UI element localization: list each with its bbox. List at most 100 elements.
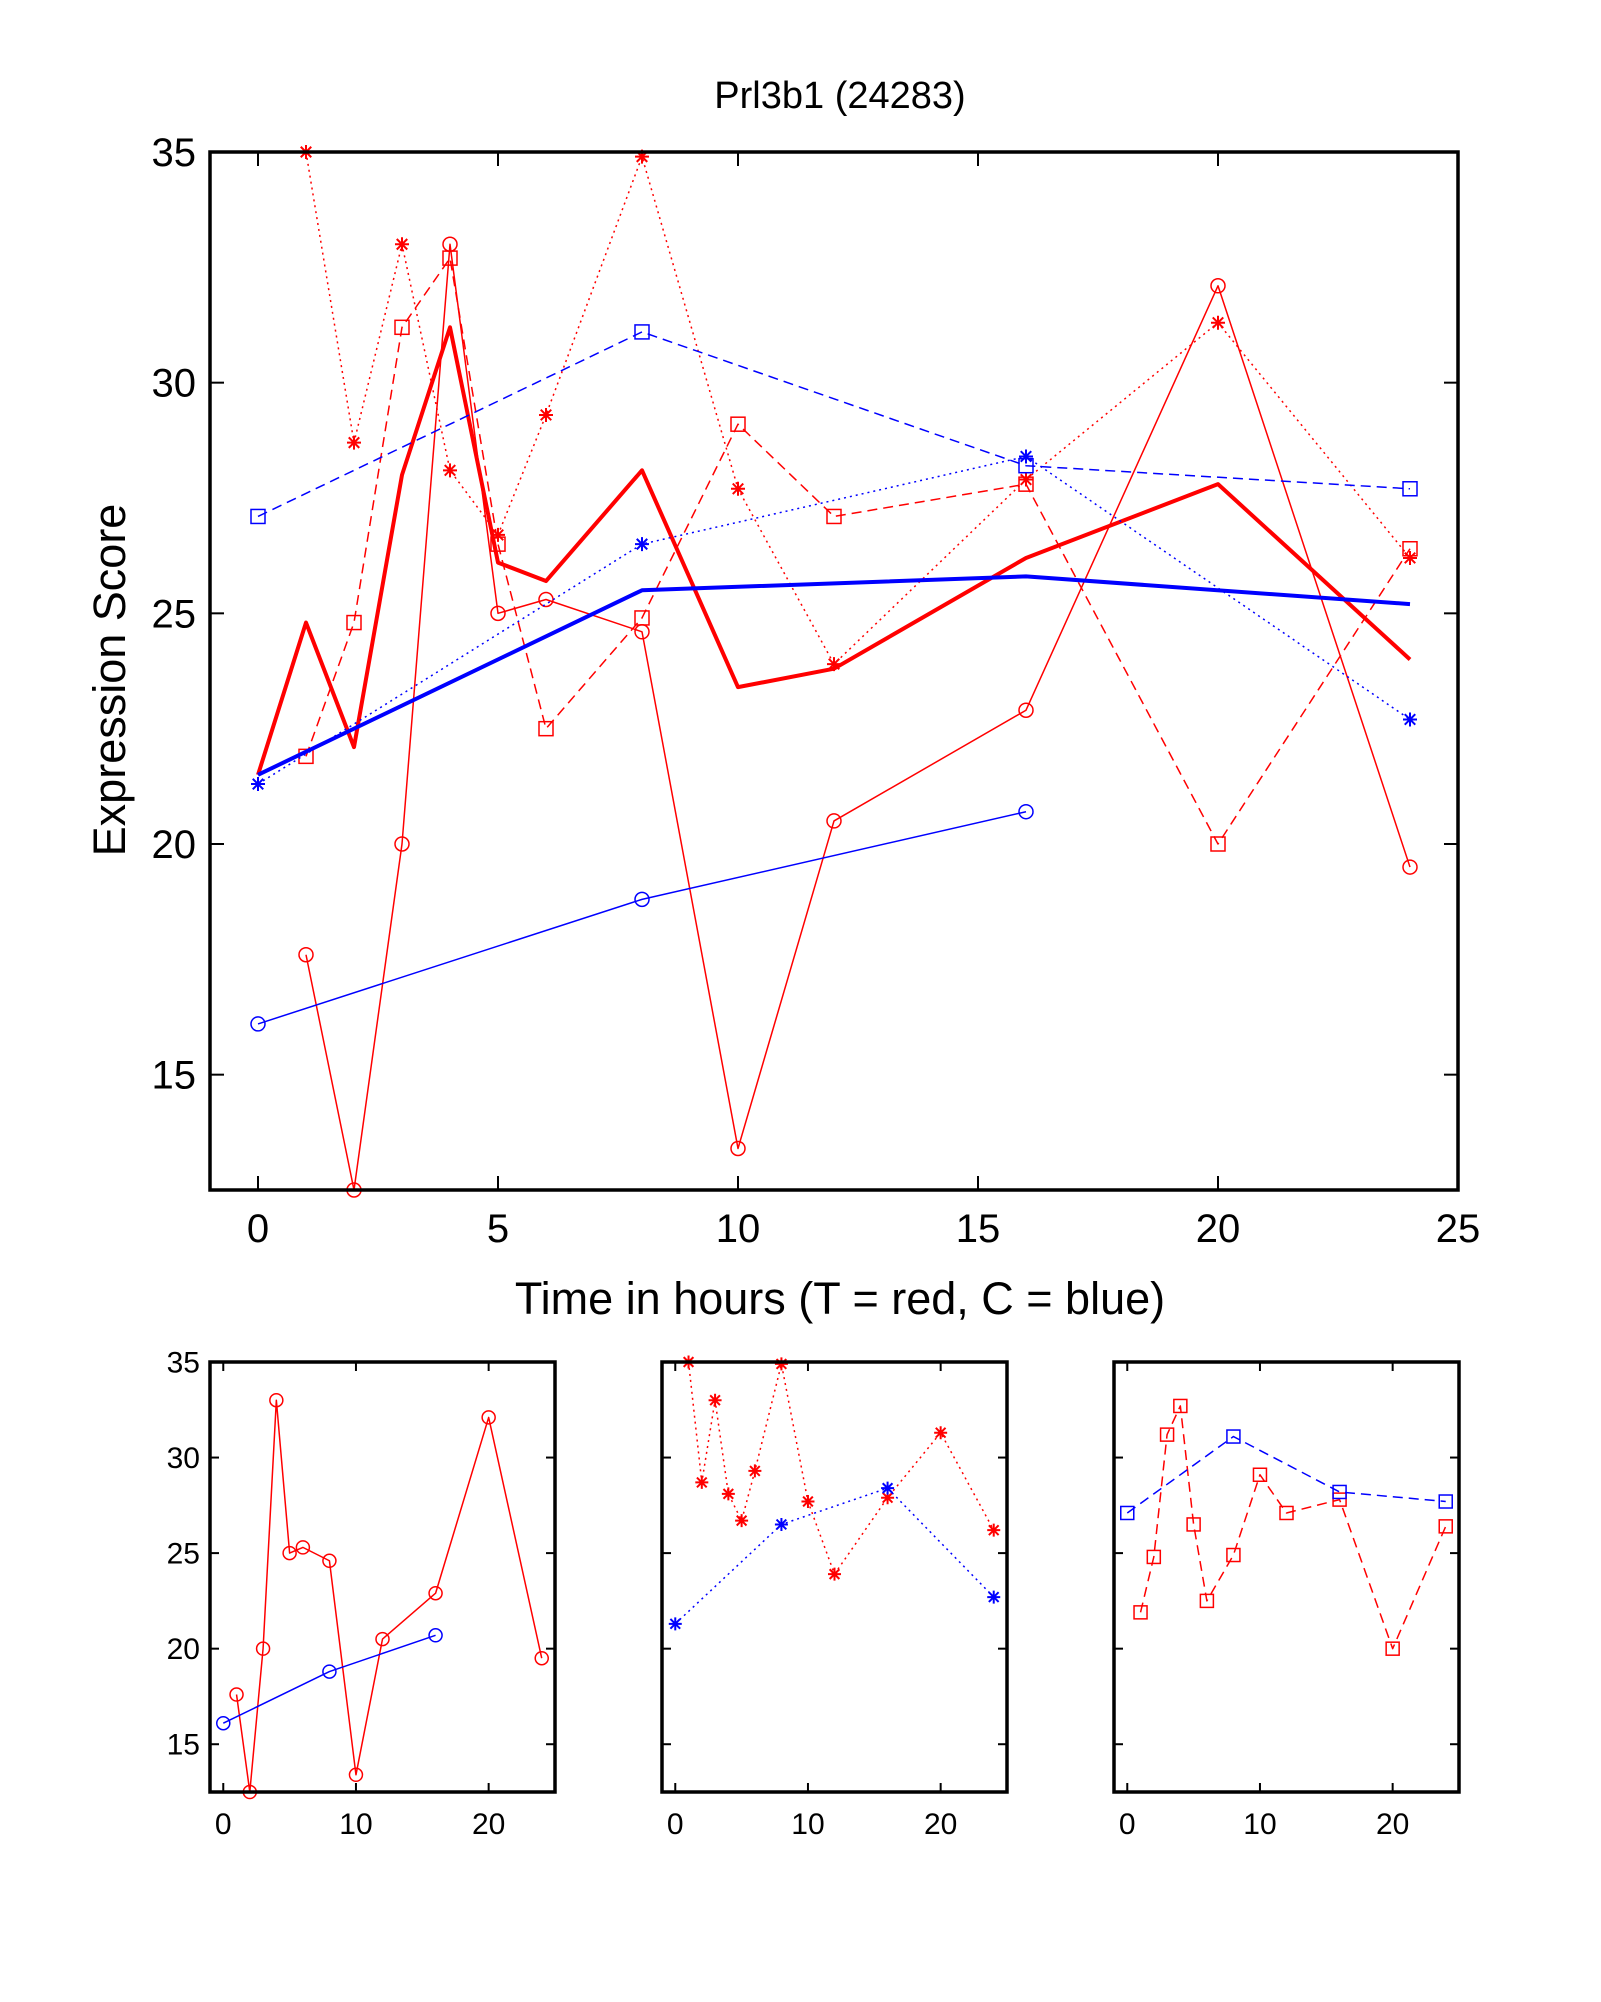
- y-tick-label: 35: [152, 131, 197, 175]
- data-point: [730, 416, 746, 432]
- data-point: [1332, 1492, 1347, 1507]
- data-point: [828, 1567, 841, 1581]
- data-point: [668, 1617, 682, 1631]
- data-point: [255, 1641, 271, 1656]
- x-tick-label: 20: [1196, 1207, 1241, 1251]
- data-point: [881, 1481, 895, 1495]
- data-point: [1402, 859, 1418, 875]
- data-point: [1438, 1494, 1453, 1509]
- data-point: [216, 1715, 231, 1731]
- data-point: [934, 1426, 948, 1440]
- axes-frame: [1112, 1360, 1461, 1794]
- data-point: [348, 1767, 364, 1783]
- x-tick-label: 0: [1119, 1808, 1136, 1841]
- data-point: [428, 1628, 443, 1643]
- data-point: [322, 1664, 337, 1679]
- data-point: [1186, 1517, 1201, 1532]
- x-tick-label: 20: [472, 1808, 505, 1841]
- series-line-T-solid-none: [256, 325, 1412, 776]
- data-point: [708, 1393, 722, 1407]
- data-point: [748, 1464, 762, 1478]
- data-point: [490, 605, 506, 622]
- data-point: [251, 777, 265, 792]
- series-line-C-dotted-asterisk: [674, 1487, 995, 1625]
- series-line-T-dotted-asterisk: [687, 1361, 995, 1575]
- data-point: [1120, 1505, 1135, 1521]
- plot-area: [250, 145, 1418, 1198]
- x-tick-label: 20: [924, 1808, 957, 1841]
- chart-title: Prl3b1 (24283): [714, 75, 965, 117]
- axes-frame: [208, 1360, 557, 1794]
- data-point: [1133, 1605, 1148, 1620]
- data-point: [1252, 1467, 1268, 1483]
- data-point: [1173, 1398, 1188, 1414]
- data-point: [443, 463, 457, 478]
- data-point: [1199, 1593, 1215, 1609]
- series-line-C-dashed-square: [257, 331, 1411, 518]
- data-point: [1018, 803, 1034, 820]
- small-panel-dotted-asterisk: 0 10 20: [660, 1355, 1009, 1841]
- series-line-C-solid-circle: [222, 1634, 436, 1724]
- plot-area: [668, 1355, 1001, 1631]
- x-tick-label: 15: [956, 1207, 1001, 1251]
- data-point: [229, 1687, 244, 1702]
- x-tick-label: 10: [339, 1808, 372, 1841]
- data-point: [539, 407, 553, 422]
- x-tick-label: 10: [716, 1207, 761, 1251]
- data-point: [774, 1357, 788, 1371]
- y-tick-label: 35: [167, 1347, 200, 1380]
- y-tick-label: 25: [152, 592, 197, 636]
- data-point: [394, 319, 410, 336]
- data-point: [538, 591, 554, 608]
- x-tick-label: 0: [247, 1207, 269, 1251]
- x-axis-label: Time in hours (T = red, C = blue): [515, 1273, 1165, 1324]
- data-point: [826, 813, 842, 829]
- data-point: [1146, 1549, 1162, 1565]
- series-line-T-solid-circle: [235, 1399, 543, 1793]
- y-tick-label: 15: [167, 1729, 200, 1762]
- series-line-C-dashed-square: [1126, 1435, 1446, 1514]
- data-point: [250, 1016, 266, 1032]
- data-point: [1018, 457, 1034, 474]
- series-line-C-solid-circle: [257, 810, 1027, 1025]
- data-point: [1018, 476, 1034, 492]
- data-point: [395, 237, 409, 252]
- data-point: [1403, 550, 1417, 565]
- series-line-C-solid-none: [257, 574, 1411, 777]
- data-point: [826, 508, 842, 525]
- data-point: [1159, 1427, 1175, 1442]
- data-point: [1438, 1519, 1453, 1534]
- data-point: [1402, 481, 1418, 497]
- y-tick-label: 25: [167, 1538, 200, 1571]
- data-point: [346, 614, 362, 631]
- small-panel-solid-circle: 0 10 20 15 20 25 30 35: [167, 1347, 557, 1841]
- data-point: [634, 324, 650, 340]
- data-point: [250, 508, 266, 525]
- data-point: [1211, 315, 1225, 330]
- data-point: [1332, 1484, 1347, 1500]
- data-point: [695, 1475, 709, 1489]
- data-point: [987, 1590, 1001, 1604]
- data-point: [298, 946, 314, 963]
- plot-area: [1120, 1398, 1453, 1656]
- y-tick-label: 15: [152, 1054, 197, 1098]
- y-axis-label: Expression Score: [84, 504, 135, 857]
- data-point: [347, 435, 361, 450]
- data-point: [634, 891, 650, 908]
- y-tick-label: 20: [152, 823, 197, 867]
- data-point: [634, 610, 650, 626]
- y-tick-label: 20: [167, 1633, 200, 1666]
- data-point: [442, 250, 458, 266]
- data-point: [1210, 836, 1226, 852]
- data-point: [635, 149, 649, 164]
- series-line-T-dashed-square: [305, 257, 1411, 845]
- data-point: [635, 537, 649, 552]
- data-point: [534, 1650, 549, 1666]
- data-point: [774, 1517, 788, 1531]
- axes-frame: [208, 150, 1460, 1192]
- data-point: [481, 1410, 496, 1425]
- series-line-T-dashed-square: [1139, 1405, 1447, 1650]
- data-point: [322, 1553, 337, 1569]
- data-point: [490, 536, 506, 552]
